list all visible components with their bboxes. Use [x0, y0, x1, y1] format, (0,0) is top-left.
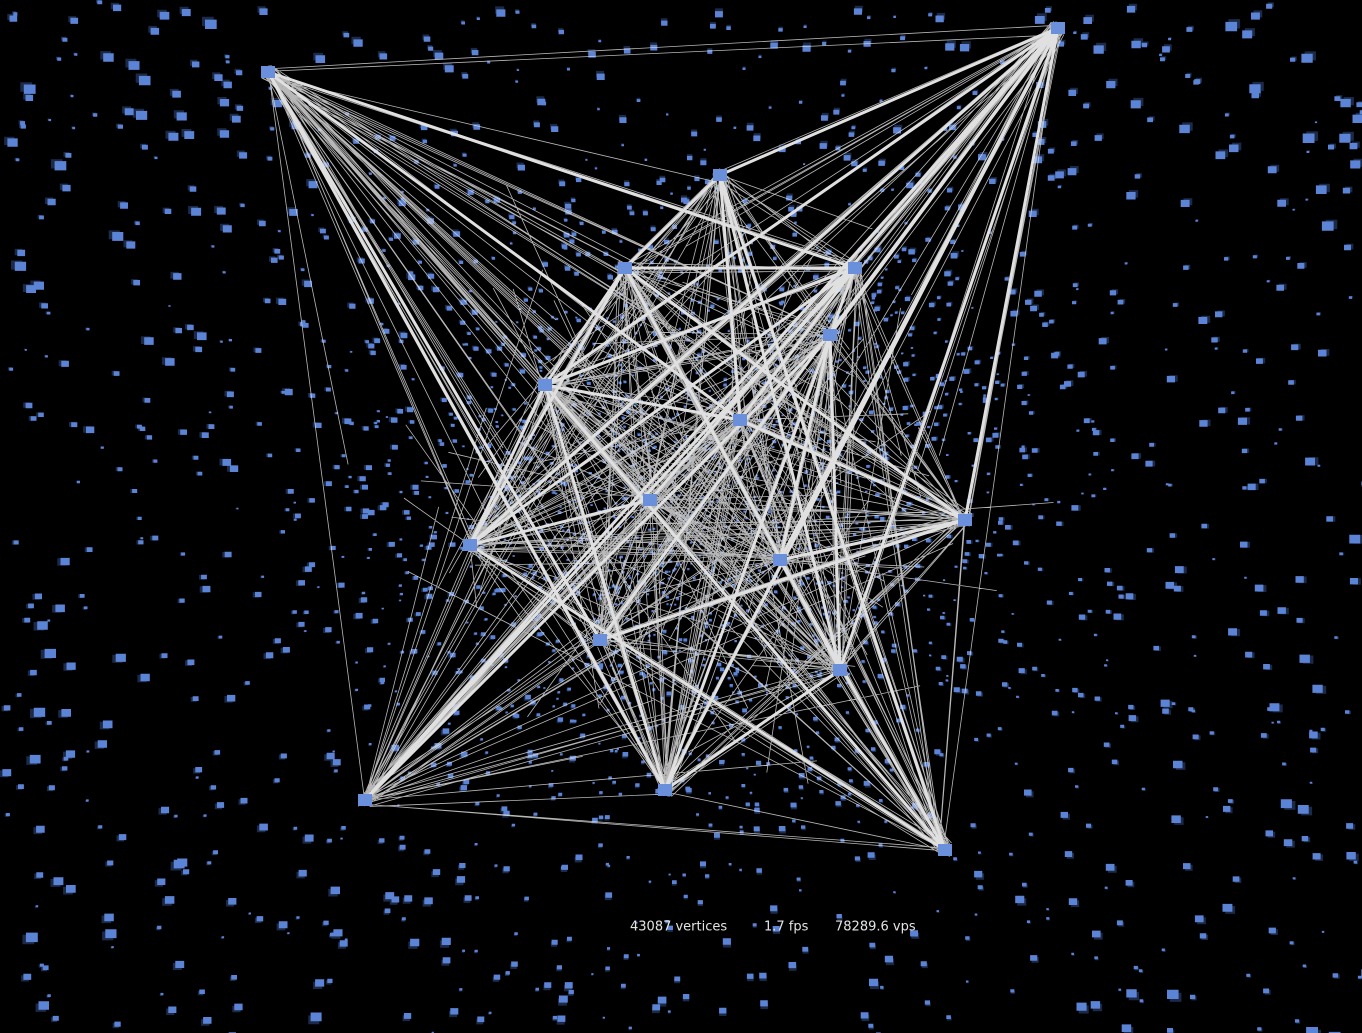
hub-node — [618, 262, 632, 274]
hub-node — [658, 784, 672, 796]
hub-node — [958, 514, 972, 526]
hub-node — [261, 66, 275, 78]
frame-rate: 1.7 fps — [764, 920, 809, 935]
hub-node — [593, 634, 607, 646]
hub-node — [643, 494, 657, 506]
hub-node — [848, 262, 862, 274]
status-bar: 43087 vertices 1.7 fps 78289.6 vps — [630, 920, 916, 935]
hub-node — [833, 664, 847, 676]
vertex-rate: 78289.6 vps — [835, 920, 916, 935]
hub-node — [938, 844, 952, 856]
hub-node — [823, 329, 837, 341]
hub-node — [1051, 22, 1065, 34]
hub-node — [773, 554, 787, 566]
vertex-count: 43087 vertices — [630, 920, 727, 935]
hub-node — [538, 379, 552, 391]
hub-node — [358, 794, 372, 806]
hub-node — [463, 539, 477, 551]
hub-node — [733, 414, 747, 426]
hub-node — [713, 169, 727, 181]
heavy-edges — [266, 26, 1060, 852]
